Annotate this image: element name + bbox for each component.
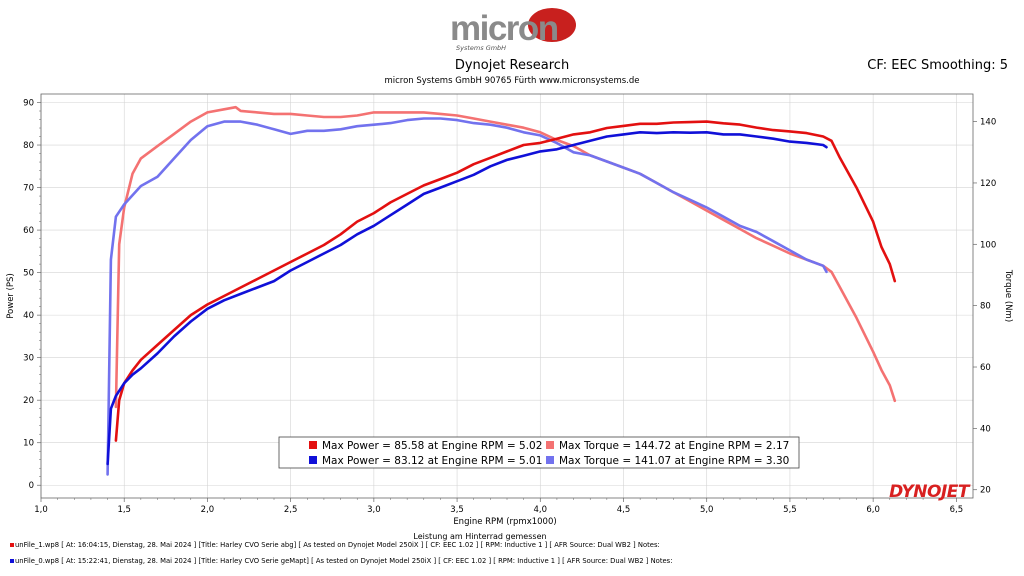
run-info-row-0: unFile_0.wp8 [ At: 15:22:41, Dienstag, 2… (10, 557, 673, 565)
axis-ticks: 1,0 1,5 2,0 2,5 3,0 3,5 4,0 4,5 5,0 5,5 6,0 6,5 0 10 2… (23, 99, 996, 515)
grid (40, 94, 973, 498)
report-subtitle: micron Systems GmbH 90765 Fürth www.micr… (384, 76, 640, 86)
y-tick-label: 50 (23, 269, 34, 279)
logo-swoosh (528, 8, 576, 42)
y-tick-label: 30 (23, 354, 34, 364)
y-tick-label: 70 (23, 184, 34, 194)
legend-swatch-torque-run1 (546, 441, 554, 449)
logo-wordmark: micron (450, 9, 558, 48)
y-tick-label: 40 (23, 311, 34, 321)
run0-color-icon (10, 559, 14, 563)
torque-run1-line (114, 105, 897, 409)
x-tick-label: 2,5 (284, 505, 298, 515)
series (106, 105, 897, 476)
x-tick-label: 4,0 (534, 505, 548, 515)
logo-subtext: Systems GmbH (456, 44, 506, 52)
power-run0-line (106, 131, 828, 466)
run1-info-text: unFile_1.wp8 [ At: 16:04:15, Dienstag, 2… (15, 541, 660, 549)
legend-entry-torque-run1: Max Torque = 144.72 at Engine RPM = 2.17 (559, 440, 789, 452)
run0-info-text: unFile_0.wp8 [ At: 15:22:41, Dienstag, 2… (15, 557, 673, 565)
y-tick-label: 20 (23, 396, 34, 406)
y-tick-label: 80 (23, 141, 34, 151)
x-tick-label: 3,0 (367, 505, 381, 515)
legend-swatch-power-run0 (309, 456, 317, 464)
y-tick-label: 60 (23, 226, 34, 236)
y-axis-label: Power (PS) (6, 273, 16, 319)
correction-factor-label: CF: EEC Smoothing: 5 (867, 58, 1008, 73)
legend-entry-torque-run0: Max Torque = 141.07 at Engine RPM = 3.30 (559, 455, 789, 467)
x-tick-label: 1,0 (34, 505, 48, 515)
x-tick-label: 4,5 (617, 505, 631, 515)
run-info-row-1: unFile_1.wp8 [ At: 16:04:15, Dienstag, 2… (10, 541, 660, 549)
x-axis-label: Engine RPM (rpmx1000) (453, 517, 556, 527)
x-tick-label: 6,0 (866, 505, 880, 515)
x-tick-label: 5,5 (783, 505, 797, 515)
y-tick-label: 0 (29, 481, 34, 491)
x-tick-label: 2,0 (201, 505, 215, 515)
x-tick-label: 1,5 (117, 505, 131, 515)
x-tick-label: 6,5 (950, 505, 964, 515)
legend-swatch-power-run1 (309, 441, 317, 449)
y2-tick-label: 60 (980, 363, 991, 373)
y2-tick-label: 100 (980, 240, 996, 250)
y2-tick-label: 40 (980, 424, 991, 434)
legend-swatch-torque-run0 (546, 456, 554, 464)
torque-run0-line (106, 117, 828, 476)
x-tick-label: 3,5 (450, 505, 464, 515)
y2-axis-label: Torque (Nm) (1003, 269, 1013, 322)
power-run1-line (114, 120, 897, 442)
y2-tick-label: 120 (980, 179, 996, 189)
dynojet-watermark: DYNOJET (889, 482, 971, 502)
y2-tick-label: 20 (980, 486, 991, 496)
y-tick-label: 90 (23, 99, 34, 109)
y2-tick-label: 140 (980, 118, 996, 128)
x-tick-label: 5,0 (700, 505, 714, 515)
legend-box (278, 436, 800, 469)
legend-entry-power-run0: Max Power = 83.12 at Engine RPM = 5.01 (322, 455, 542, 467)
legend-entry-power-run1: Max Power = 85.58 at Engine RPM = 5.02 (322, 440, 542, 452)
micron-logo: micron Systems GmbH (446, 6, 578, 54)
y2-tick-label: 80 (980, 302, 991, 312)
legend: Max Power = 85.58 at Engine RPM = 5.02 M… (278, 436, 800, 469)
run1-color-icon (10, 543, 14, 547)
report-title: Dynojet Research (454, 58, 570, 73)
y-tick-label: 10 (23, 439, 34, 449)
measurement-caption: Leistung am Hinterrad gemessen (413, 532, 547, 541)
